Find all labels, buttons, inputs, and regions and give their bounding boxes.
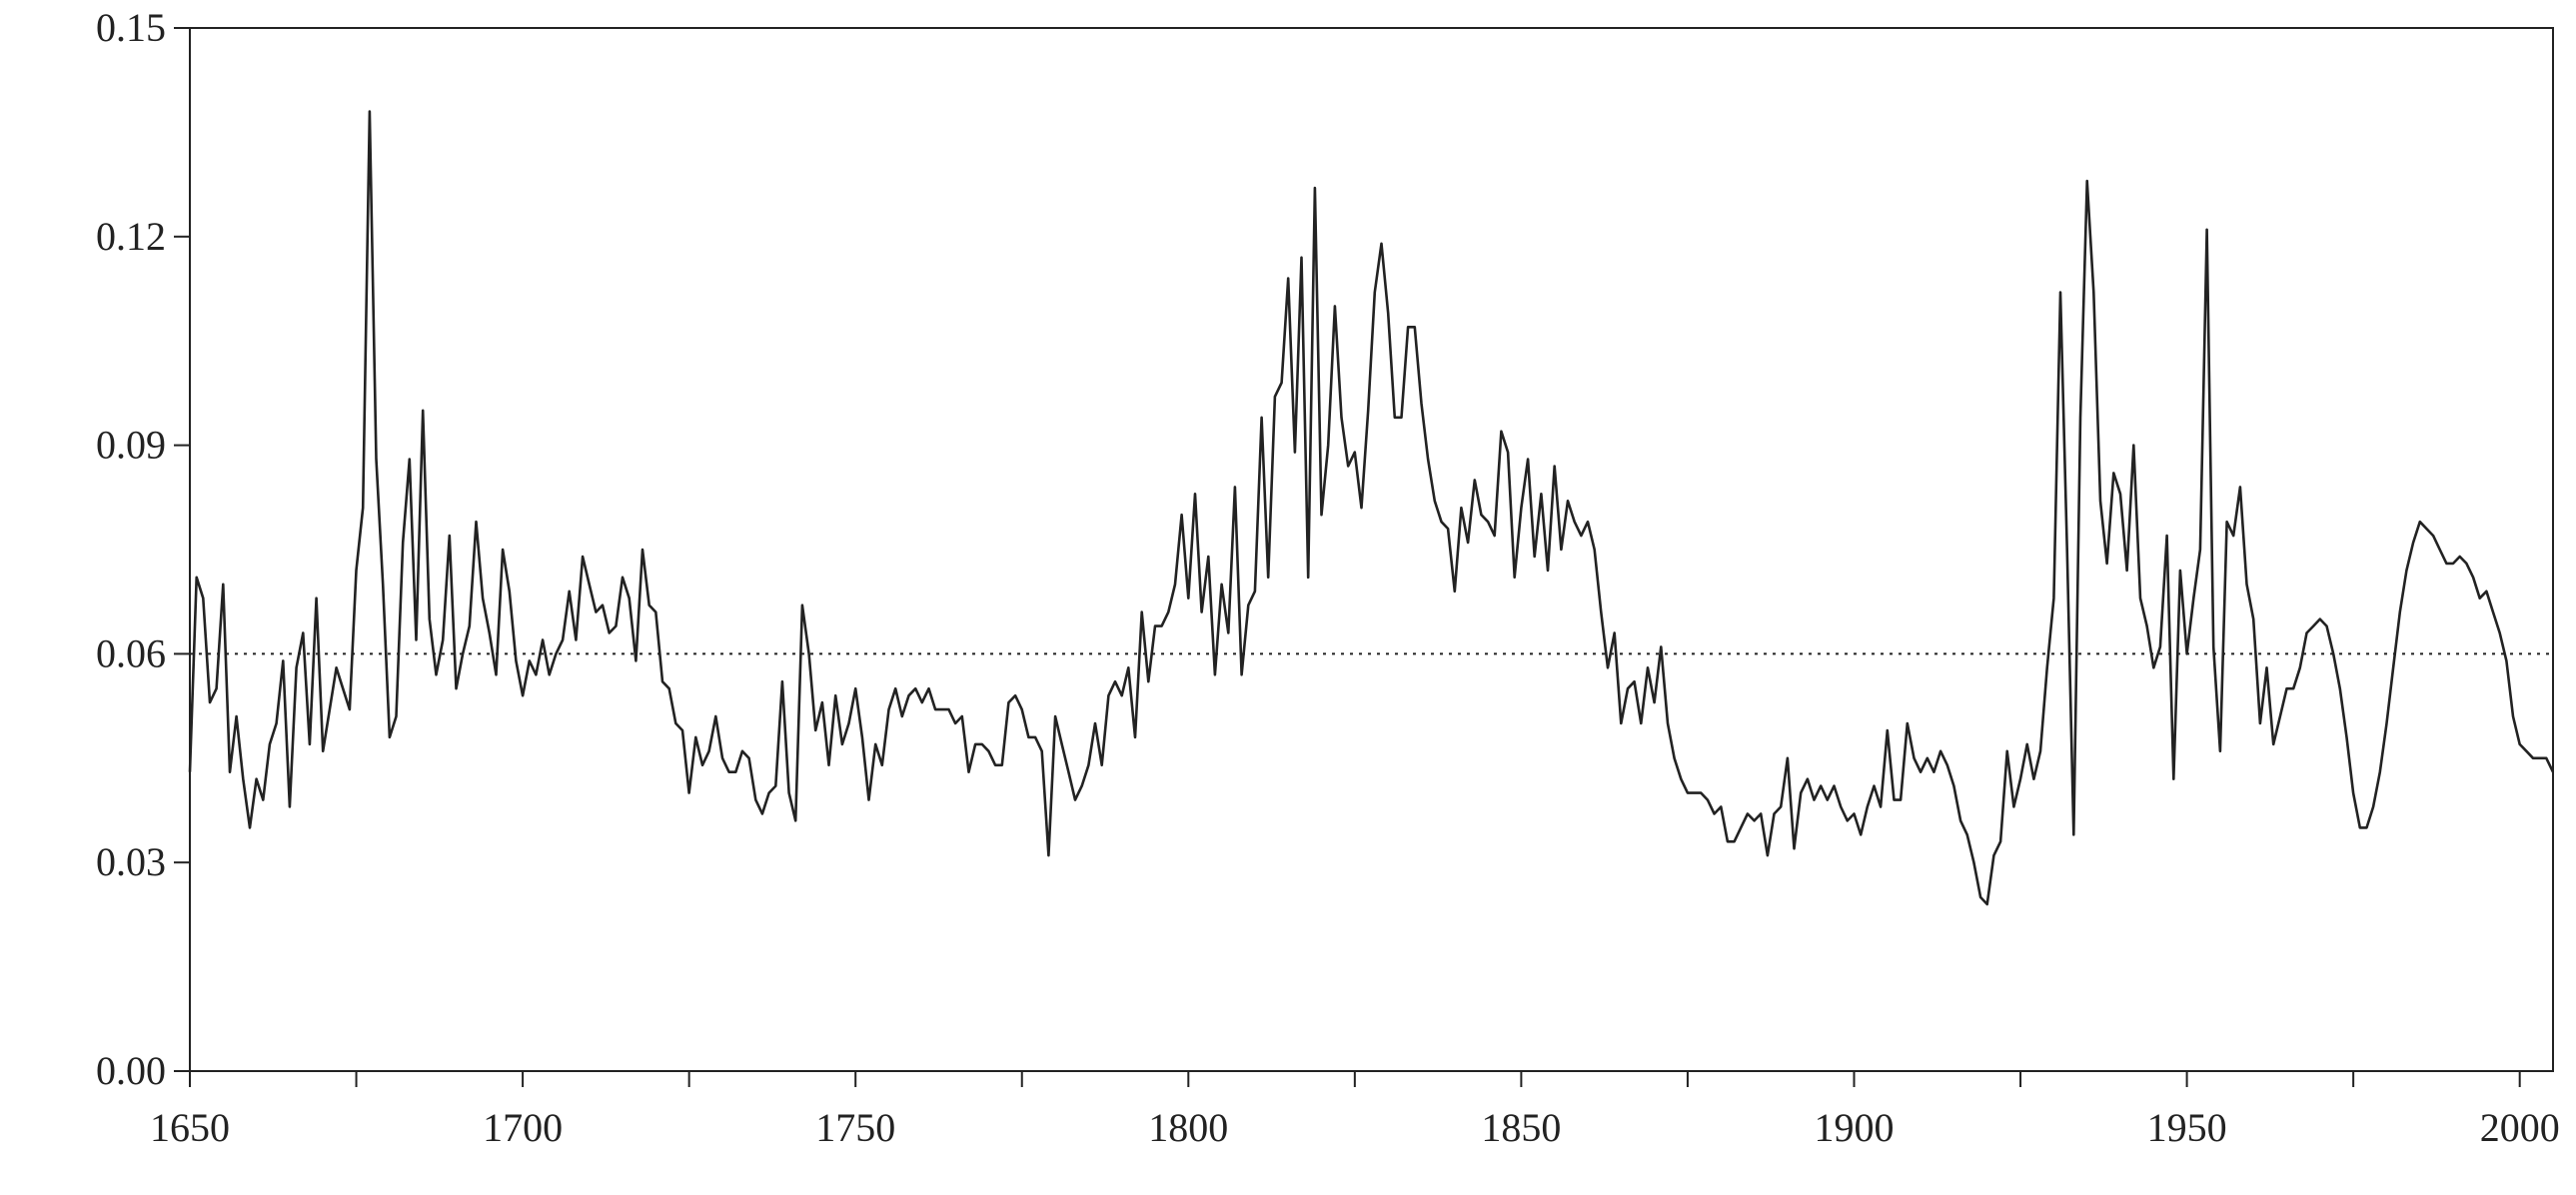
x-tick-label: 1950 <box>2147 1105 2227 1150</box>
y-tick-label: 0.12 <box>96 214 166 259</box>
x-axis-ticks: 1650 1700 1750 1800 1850 1900 1950 2000 <box>150 1071 2560 1150</box>
x-tick-label: 1750 <box>815 1105 895 1150</box>
x-tick-label: 1700 <box>483 1105 563 1150</box>
y-tick-label: 0.15 <box>96 5 166 50</box>
x-tick-label: 2000 <box>2480 1105 2560 1150</box>
plot-background <box>190 28 2553 1071</box>
y-tick-label: 0.06 <box>96 630 166 675</box>
plot-frame <box>189 27 2554 1072</box>
y-tick-label: 0.09 <box>96 423 166 468</box>
x-tick-label: 1900 <box>1814 1105 1894 1150</box>
y-axis-ticks: 0.00 0.03 0.06 0.09 0.12 0.15 <box>96 5 190 1093</box>
x-tick-label: 1800 <box>1148 1105 1228 1150</box>
x-tick-label: 1650 <box>150 1105 230 1150</box>
x-tick-label: 1850 <box>1481 1105 1561 1150</box>
y-tick-label: 0.00 <box>96 1048 166 1093</box>
series-group <box>188 110 2555 906</box>
y-tick-label: 0.03 <box>96 839 166 884</box>
series-line <box>188 110 2555 906</box>
